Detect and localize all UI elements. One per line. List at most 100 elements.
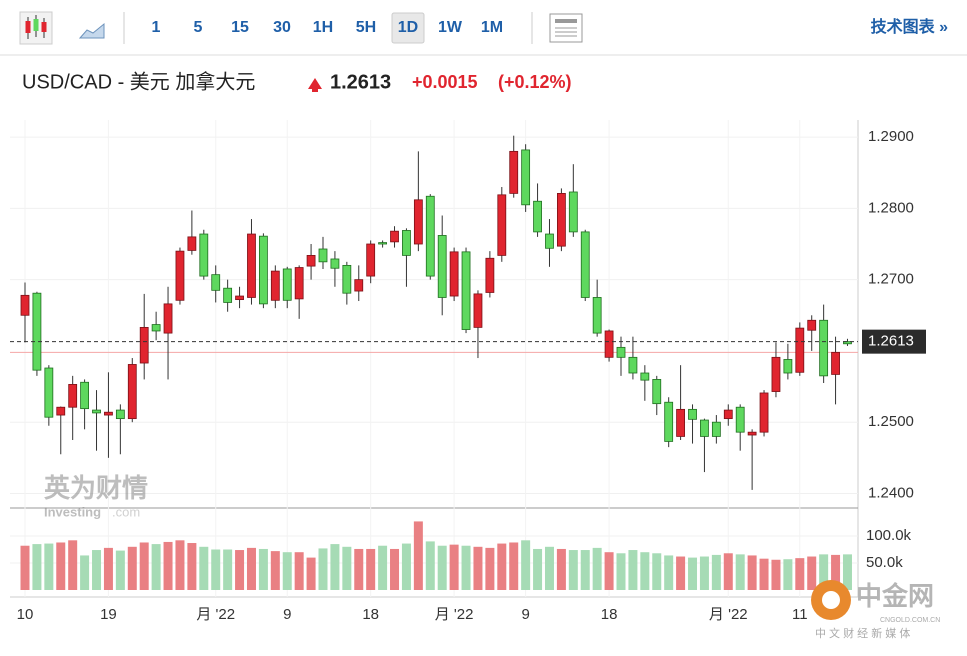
candle-body [32,292,42,371]
volume-bar [711,554,721,590]
volume-bar [175,540,185,590]
candle-body [318,248,328,263]
candle-body [127,364,137,420]
volume-tick-label: 100.0k [866,527,912,544]
interval-button[interactable]: 1M [481,19,503,36]
volume-bar [723,553,733,590]
logo-cn: 中金网 [856,581,934,611]
volume-bar [664,555,674,590]
area-icon[interactable] [78,22,105,39]
watermark-cn: 英为财情 [44,473,148,503]
interval-button[interactable]: 30 [273,19,291,36]
candle-body [771,356,781,392]
interval-button[interactable]: 1H [313,19,333,36]
x-tick-label: 18 [362,606,379,623]
candle-body [485,257,495,293]
candle-body [187,236,197,251]
technical-link[interactable]: 技术图表 » [871,17,948,36]
volume-bar [318,548,328,590]
volume-bar [735,554,745,590]
candle-body [688,408,697,420]
candle-body [521,149,531,206]
candle-body [640,372,650,381]
volume-bar [187,543,197,590]
volume-bar [425,541,435,590]
volume-bar [246,547,256,590]
candle-body [175,250,185,301]
y-tick-label: 1.2700 [868,271,914,288]
interval-button[interactable]: 5 [194,19,203,36]
volume-tick-label: 50.0k [866,554,903,571]
volume-bar [401,543,411,590]
volume-bar [390,548,400,590]
active-interval-bg [391,12,425,44]
candle-body [711,421,721,437]
y-tick-label: 1.2400 [868,484,914,501]
x-tick-label: 月 '22 [196,606,235,623]
volume-bar [103,547,113,590]
candle-body [294,267,304,300]
interval-button[interactable]: 5H [356,19,376,36]
candle-body [449,251,459,297]
volume-bar [32,544,42,590]
candle-body [473,293,483,328]
volume-bar [366,548,376,590]
candle-body [342,264,352,294]
candle-body [390,230,399,243]
volume-bar [330,544,340,590]
candle-body [509,150,519,194]
corner-logo: 中金网 CNGOLD.COM.CN 中 文 财 经 新 媒 体 [811,580,940,640]
volume-bar [497,543,507,590]
volume-bar [807,556,817,590]
candle-body [437,235,447,298]
interval-button[interactable]: 1D [398,19,418,36]
last-price-label: 1.2613 [868,333,914,350]
candle-body [628,356,638,374]
candle-body [580,231,590,298]
candle-body [723,409,733,420]
settings-icon[interactable] [549,13,583,43]
volume-bar [223,549,233,590]
candle-body [843,341,852,345]
volume-bar [56,542,66,590]
candle-body [211,274,221,291]
volume-bar [282,552,292,590]
logo-inner [822,591,840,609]
candle-body [700,419,709,437]
candle-body [235,295,244,301]
candle-body [44,367,54,418]
candle-body [199,233,209,277]
volume-bar [461,545,471,590]
volume-bar [270,551,280,590]
volume-bar [20,545,30,590]
candle-body [354,279,364,292]
volume-bar [640,552,650,590]
candle-body [80,381,89,410]
candle-body [151,324,161,332]
change: +0.0015 [412,72,478,92]
candle-body [676,408,685,437]
volume-bar [556,548,566,590]
watermark-suffix: .com [112,504,140,519]
interval-button[interactable]: 1 [152,19,161,36]
interval-button[interactable]: 15 [231,19,249,36]
interval-button[interactable]: 1W [438,19,463,36]
volume-bar [294,552,304,590]
logo-sub: 中 文 财 经 新 媒 体 [815,626,910,640]
candle-body [461,251,471,330]
candle-body [819,319,829,377]
y-tick-label: 1.2500 [868,413,914,430]
candle-body [366,243,376,277]
volume-bar [831,554,841,590]
volume-bar [342,546,352,590]
last-price-box [862,329,926,354]
volume-bar [771,559,781,590]
candle-icon[interactable] [19,11,53,45]
volume-bar [151,544,161,590]
volume-bar [819,554,829,590]
volume-bar [509,542,519,590]
volume-bar [568,550,578,590]
volume-bar [652,553,662,590]
